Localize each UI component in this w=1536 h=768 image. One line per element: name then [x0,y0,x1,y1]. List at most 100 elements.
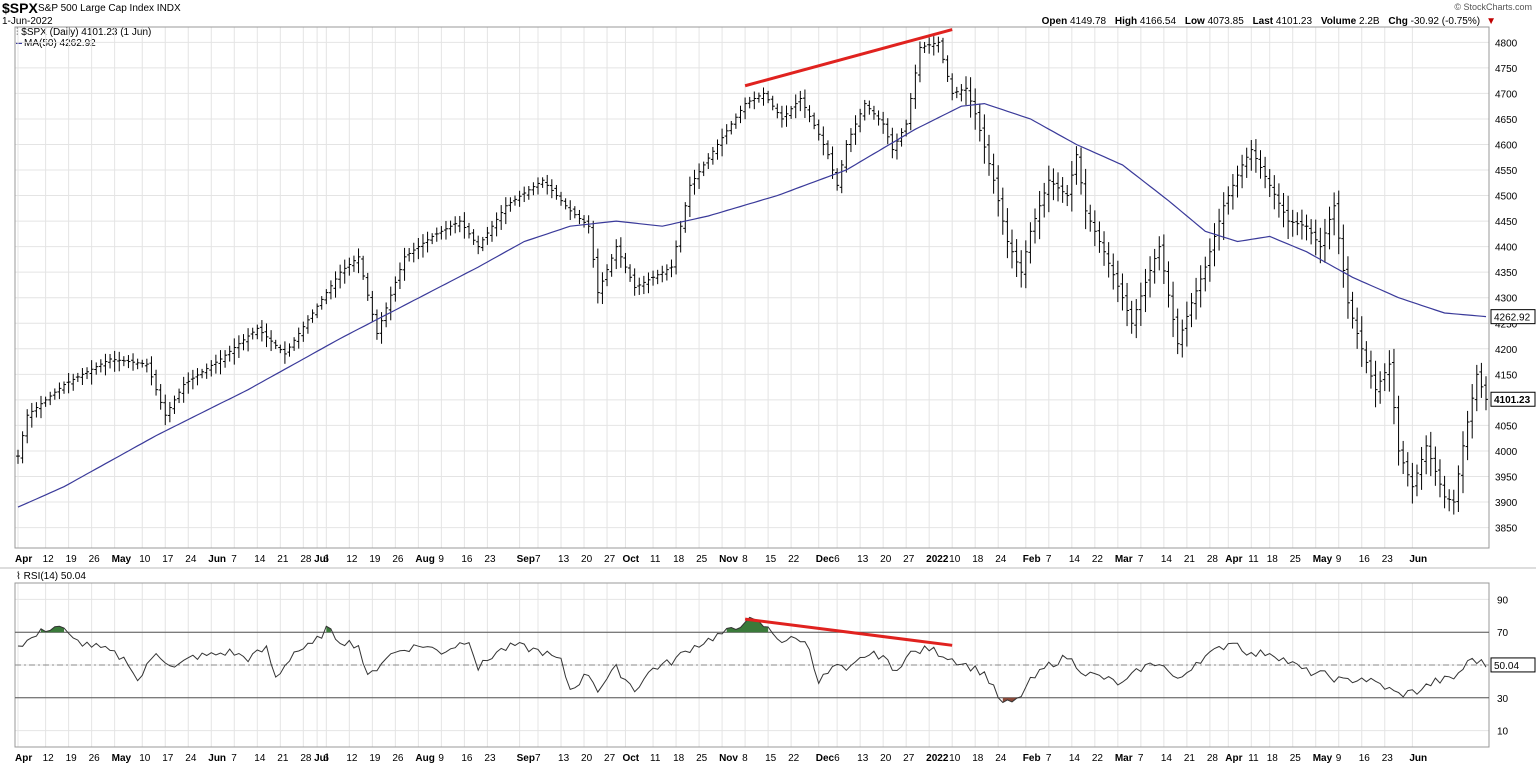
ohlc-bar [784,105,789,127]
ohlc-bar [1097,221,1102,253]
price-tick-label: 4700 [1495,89,1518,100]
rsi-x-label: 14 [254,753,266,764]
ohlc-bar [729,120,734,135]
ohlc-bar [1180,319,1185,358]
ohlc-bar [816,119,821,141]
ohlc-bar [531,182,536,196]
ohlc-bar [549,179,554,199]
price-x-label: 18 [673,554,685,565]
ohlc-bar [1332,192,1337,236]
price-x-label: 7 [1046,554,1052,565]
ohlc-bar [1433,446,1438,486]
rsi-x-label: 11 [1248,753,1259,764]
price-x-label: 16 [1359,554,1371,565]
ohlc-bar [1023,240,1028,289]
ohlc-bar [1134,299,1139,339]
ohlc-bar [333,271,338,298]
price-x-label: 2022 [926,554,949,565]
ohlc-bar [181,376,186,403]
ohlc-bar [664,264,669,281]
rsi-x-label: 12 [43,753,55,764]
rsi-line-icon: ⌇ [16,571,21,582]
ohlc-bar [1171,281,1176,338]
ohlc-bar [1359,316,1364,367]
volume-value: 2.2B [1359,16,1380,27]
ohlc-bar [1470,384,1475,439]
ohlc-bar [1451,489,1456,515]
rsi-x-label: 20 [581,753,593,764]
ohlc-bar [917,41,922,83]
price-x-label: Oct [622,554,639,565]
price-x-label: Jul [314,554,329,565]
ohlc-bar [269,330,274,352]
ohlc-bar [443,220,448,240]
rsi-tick-label: 70 [1497,628,1509,639]
ohlc-bar [448,220,453,236]
ohlc-bar [154,369,159,396]
ohlc-bar [236,335,241,358]
ohlc-bar [1217,208,1222,251]
ohlc-bar [1424,435,1429,475]
price-x-label: 17 [162,554,174,565]
ohlc-bar [246,328,251,352]
ohlc-bar [710,146,715,165]
rsi-x-label: 8 [742,753,748,764]
price-x-label: Aug [415,554,434,565]
ma-line-icon [16,42,22,45]
ohlc-bar [66,372,71,394]
high-label: High [1114,16,1138,27]
price-x-label: 8 [742,554,748,565]
ohlc-bar [255,324,260,340]
price-legend: ⫶ $SPX (Daily) 4101.23 (1 Jun) MA(50) 42… [16,27,151,49]
rsi-x-label: Apr [1225,753,1242,764]
ohlc-bar [1341,224,1346,288]
ohlc-bar [572,206,577,219]
ohlc-bar [1046,165,1051,213]
ohlc-bar [756,92,761,103]
ohlc-bar [1042,182,1047,218]
rsi-x-label: 22 [1092,753,1104,764]
ohlc-bar [310,309,315,323]
ohlc-bar [1111,253,1116,290]
price-x-label: 9 [438,554,444,565]
ohlc-bar [1465,410,1470,461]
ohlc-bar [858,108,863,133]
ohlc-bar [789,105,794,119]
ohlc-bar [977,103,982,142]
open-label: Open [1041,16,1068,27]
rsi-x-label: May [112,753,132,764]
ohlc-bar [1088,204,1093,232]
ohlc-bar [1115,260,1120,303]
ohlc-bar [701,161,706,177]
rsi-trendline [744,617,953,647]
rsi-x-label: 14 [1069,753,1081,764]
ohlc-bar [241,334,246,351]
ohlc-bar [1235,165,1240,198]
ohlc-bar [227,345,232,362]
ohlc-bar [623,252,628,274]
ohlc-bar [1456,465,1461,512]
price-x-label: 9 [1336,554,1342,565]
price-x-label: 24 [995,554,1007,565]
ohlc-bar [1327,206,1332,250]
rsi-x-label: 7 [1138,753,1144,764]
rsi-x-label: 21 [1184,753,1196,764]
rsi-x-label: 28 [1207,753,1219,764]
price-x-label: 18 [972,554,984,565]
ohlc-bar [862,99,867,121]
ohlc-bar [637,277,642,295]
ohlc-bar [559,191,564,206]
ohlc-bar [522,186,527,203]
ohlc-bar [853,115,858,145]
ohlc-bar [1447,489,1452,512]
ohlc-bar [1083,168,1088,230]
ohlc-bar [982,114,987,164]
ohlc-bar [798,90,803,112]
ohlc-bar [641,275,646,295]
ohlc-bar [140,359,145,368]
ohlc-bar [743,97,748,120]
rsi-x-label: 20 [880,753,892,764]
ohlc-bar [1065,185,1070,207]
price-x-label: 28 [300,554,312,565]
rsi-x-label: 17 [162,753,174,764]
